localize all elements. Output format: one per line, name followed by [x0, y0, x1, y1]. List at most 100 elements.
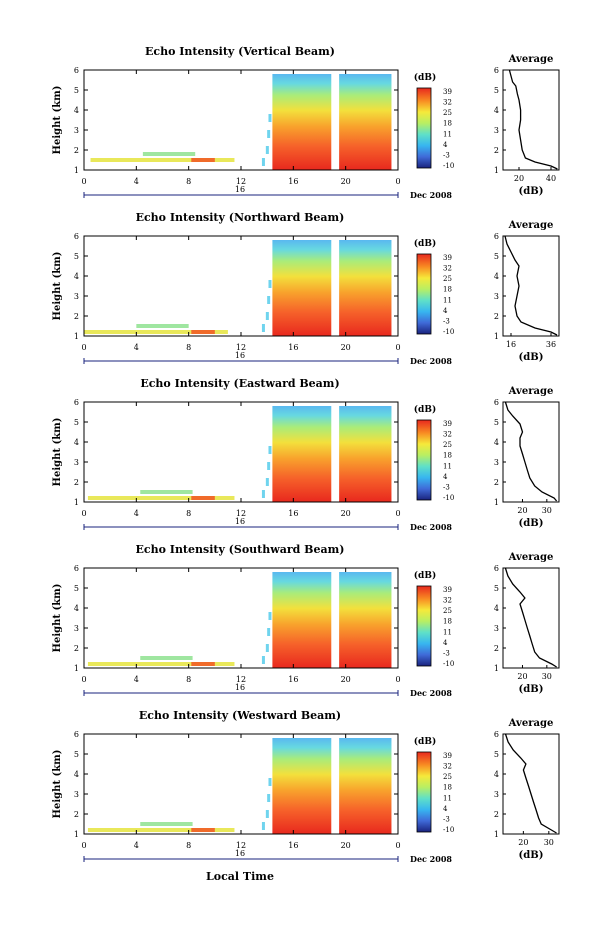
scattered-echo	[268, 280, 272, 288]
panel-title: Echo Intensity (Vertical Beam)	[145, 45, 335, 58]
low-layer-upper	[140, 490, 193, 494]
y-tick-label: 2	[74, 478, 79, 487]
average-y-tick-label: 1	[494, 664, 499, 673]
average-profile-line	[504, 567, 557, 668]
colorbar-tick-label: 25	[443, 441, 452, 449]
average-y-tick-label: 5	[494, 418, 499, 427]
scattered-echo	[265, 644, 269, 652]
average-x-label: (dB)	[519, 352, 544, 363]
x-axis-title: Local Time	[206, 870, 274, 883]
average-y-tick-label: 5	[494, 252, 499, 261]
average-y-tick-label: 5	[494, 584, 499, 593]
low-layer-intense	[191, 662, 215, 666]
colorbar-tick-label: 25	[443, 773, 452, 781]
echo-region	[339, 572, 392, 668]
average-x-tick-label: 40	[546, 174, 556, 183]
colorbar-unit: (dB)	[414, 404, 436, 415]
y-axis-label: Height (km)	[52, 86, 63, 155]
y-tick-label: 6	[74, 398, 79, 407]
x-tick-label: 4	[134, 675, 139, 684]
average-profile-line	[504, 733, 557, 834]
y-tick-label: 6	[74, 564, 79, 573]
colorbar-unit: (dB)	[414, 736, 436, 747]
day-label: 16	[235, 517, 245, 526]
colorbar	[416, 87, 432, 169]
colorbar-tick-label: 32	[443, 265, 452, 273]
low-layer	[87, 828, 235, 832]
colorbar-tick-label: 32	[443, 431, 452, 439]
average-x-tick-label: 30	[542, 506, 552, 515]
colorbar-unit: (dB)	[414, 570, 436, 581]
average-y-tick-label: 5	[494, 750, 499, 759]
colorbar-tick-label: 11	[443, 296, 452, 304]
average-x-label: (dB)	[519, 186, 544, 197]
colorbar-tick-label: 18	[443, 784, 452, 792]
colorbar-tick-label: 32	[443, 99, 452, 107]
colorbar-tick-label: -3	[443, 815, 450, 823]
average-y-tick-label: 6	[494, 564, 499, 573]
colorbar-tick-label: 39	[443, 420, 452, 428]
average-y-tick-label: 6	[494, 232, 499, 241]
average-frame	[502, 567, 560, 669]
average-y-tick-label: 1	[494, 332, 499, 341]
colorbar-tick-label: 32	[443, 763, 452, 771]
colorbar-tick-label: 11	[443, 462, 452, 470]
average-y-tick-label: 3	[494, 790, 499, 799]
beam-panel-4: Echo Intensity (Westward Beam)123456Heig…	[52, 0, 560, 864]
x-tick-label: 8	[186, 841, 191, 850]
low-layer	[87, 496, 235, 500]
average-x-label: (dB)	[519, 518, 544, 529]
y-tick-label: 6	[74, 730, 79, 739]
average-y-tick-label: 3	[494, 126, 499, 135]
echo-region	[339, 240, 392, 336]
colorbar-unit: (dB)	[414, 238, 436, 249]
average-x-tick-label: 30	[542, 672, 552, 681]
colorbar-tick-label: 4	[443, 141, 448, 149]
average-frame	[502, 69, 560, 171]
low-layer	[87, 662, 235, 666]
average-y-tick-label: 1	[494, 166, 499, 175]
low-layer-intense	[191, 496, 215, 500]
x-tick-label: 8	[186, 177, 191, 186]
y-tick-label: 3	[74, 126, 79, 135]
low-layer-upper	[140, 656, 193, 660]
x-tick-label: 16	[288, 509, 298, 518]
colorbar-tick-label: 32	[443, 597, 452, 605]
scattered-echo	[261, 490, 265, 498]
scattered-echo	[265, 478, 269, 486]
echo-region	[272, 572, 332, 668]
day-label: 16	[235, 683, 245, 692]
scattered-echo	[268, 446, 272, 454]
scattered-echo	[267, 794, 271, 802]
colorbar-tick-label: 25	[443, 607, 452, 615]
y-tick-label: 5	[74, 252, 79, 261]
average-x-tick-label: 20	[514, 174, 524, 183]
average-x-label: (dB)	[519, 850, 544, 861]
colorbar-tick-label: 25	[443, 275, 452, 283]
y-tick-label: 3	[74, 790, 79, 799]
average-y-tick-label: 4	[494, 604, 499, 613]
y-tick-label: 2	[74, 810, 79, 819]
x-tick-label: 12	[236, 509, 246, 518]
panel-title: Echo Intensity (Southward Beam)	[136, 543, 345, 556]
average-frame	[502, 401, 560, 503]
y-tick-label: 1	[74, 498, 79, 507]
average-y-tick-label: 3	[494, 458, 499, 467]
average-frame	[502, 235, 560, 337]
low-layer	[90, 158, 235, 162]
y-tick-label: 3	[74, 458, 79, 467]
x-tick-label: 20	[341, 177, 351, 186]
average-y-tick-label: 4	[494, 770, 499, 779]
y-tick-label: 1	[74, 166, 79, 175]
y-tick-label: 3	[74, 624, 79, 633]
colorbar-tick-label: -10	[443, 162, 454, 170]
average-y-tick-label: 2	[494, 146, 499, 155]
average-y-tick-label: 4	[494, 106, 499, 115]
x-tick-label: 20	[341, 343, 351, 352]
colorbar-tick-label: -10	[443, 494, 454, 502]
bright-band	[345, 0, 386, 4]
x-tick-label: 0	[81, 841, 86, 850]
echo-region	[339, 738, 392, 834]
scattered-echo	[268, 114, 272, 122]
